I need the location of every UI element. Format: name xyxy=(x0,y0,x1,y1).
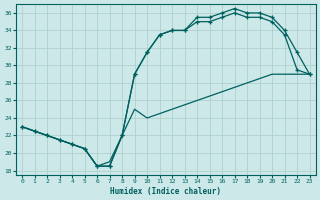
X-axis label: Humidex (Indice chaleur): Humidex (Indice chaleur) xyxy=(110,187,221,196)
